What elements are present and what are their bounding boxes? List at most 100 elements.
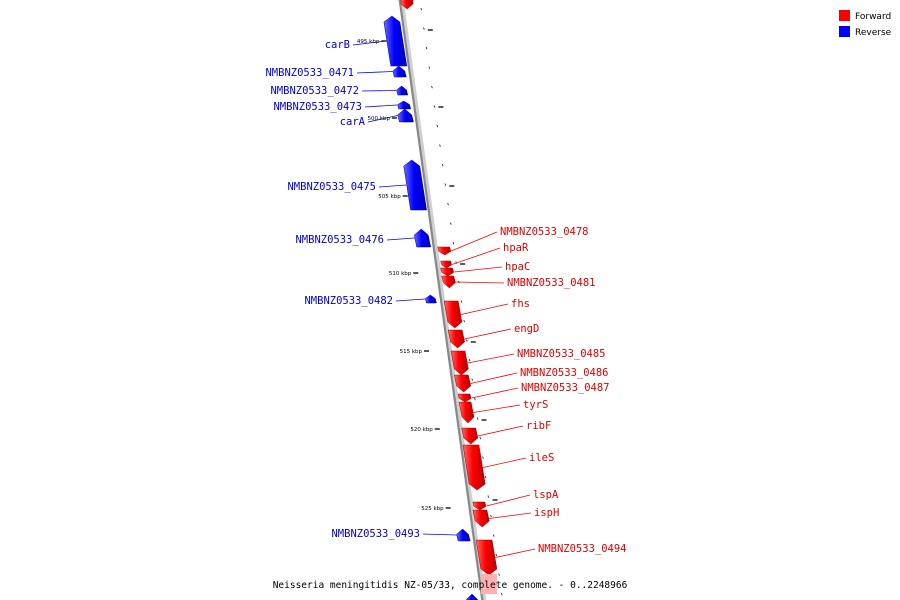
minor-tick [476,417,479,420]
leader-line [486,494,531,507]
selected-gene-highlight [481,574,497,594]
minor-tick [428,66,431,69]
gene-label[interactable]: NMBNZ0533_0487 [521,382,610,394]
gene-label[interactable]: tyrS [523,399,548,411]
gene-arrow-nmbnz0533_0471[interactable] [392,65,407,78]
minor-tick [460,300,463,303]
tick-label: 515 kbp [400,349,423,355]
minor-tick [439,144,441,147]
leader-line [470,372,518,384]
minor-tick [436,124,439,128]
minor-tick [452,241,455,245]
tick-label: 520 kbp [410,427,433,433]
gene-label[interactable]: NMBNZ0533_0494 [538,543,627,555]
tick-label: 500 kbp [368,116,391,122]
leader-line [460,303,509,315]
gene-label[interactable]: NMBNZ0533_0473 [273,101,362,113]
minor-tick [500,592,503,596]
leader-line [489,512,532,519]
gene-arrow-nmbnz0533_0478[interactable] [437,246,452,256]
leader-line [454,266,503,273]
minor-tick [474,397,476,401]
map-caption: Neisseria meningitidis NZ-05/33, complet… [273,580,628,591]
gene-arrow-hpac[interactable] [440,267,454,277]
gene-arrow-lspa[interactable] [472,501,487,511]
leader-line [473,404,521,413]
leader-line [467,353,515,364]
leader-line [477,425,524,437]
gene-arrow-partial-bottom[interactable] [465,593,479,600]
legend-reverse-label: Reverse [855,28,892,38]
gene-label[interactable]: NMBNZ0533_0472 [270,85,359,97]
gene-arrow-isph[interactable] [472,509,490,528]
gene-label[interactable]: NMBNZ0533_0485 [517,348,606,360]
gene-label[interactable]: hpaC [505,261,530,273]
legend-forward-label: Forward [855,12,891,22]
gene-label[interactable]: NMBNZ0533_0478 [500,226,589,238]
gene-label[interactable]: hpaR [503,242,529,254]
gene-arrow-tyrs[interactable] [458,401,475,424]
gene-label[interactable]: NMBNZ0533_0476 [295,234,384,246]
leader-line [356,71,393,74]
gene-arrow-nmbnz0533_0475[interactable] [403,159,427,211]
gene-label[interactable]: carA [340,116,366,128]
gene-arrow-nmbnz0533_0481[interactable] [441,275,456,289]
minor-tick [423,27,425,30]
scale-ticks: 495 kbp 500 kbp 505 kbp 510 kbp 515 kbp 520 k… [357,29,498,512]
minor-ticks [420,7,503,596]
gene-label[interactable]: NMBNZ0533_0471 [265,67,354,79]
legend: Forward Reverse [839,10,892,38]
legend-forward-swatch [839,10,850,21]
gene-label[interactable]: carB [325,39,350,51]
leader-line [451,231,498,252]
minor-tick [449,222,452,225]
leader-line [352,40,387,46]
gene-arrow-nmbnz0533_0493[interactable] [456,528,471,542]
gene-label[interactable]: fhs [511,298,530,310]
gene-arrow-fhs[interactable] [443,300,463,329]
minor-tick [447,202,449,206]
gene-arrow-iles[interactable] [462,444,486,491]
leader-lines [352,40,536,558]
gene-arrow-nmbnz0533_0494[interactable] [475,539,498,576]
tick-label: 495 kbp [357,39,380,45]
minor-tick [463,319,465,323]
gene-arrow-nmbnz0533_0476[interactable] [413,228,432,248]
minor-tick [490,514,492,518]
leader-line [386,237,415,241]
gene-arrow-nmbnz0533_0473[interactable] [397,100,412,110]
gene-arrow-nmbnz0533_0485[interactable] [450,350,469,376]
minor-tick [484,475,487,479]
gene-arrow-ribf[interactable] [461,427,479,445]
minor-tick [482,456,484,459]
genome-backbone [398,0,487,600]
leader-line [464,328,512,340]
gene-arrow-partial-top[interactable] [400,0,414,10]
minor-tick [441,163,444,167]
gene-arrow-cara[interactable] [397,108,414,123]
gene-arrow-nmbnz0533_0487[interactable] [457,393,472,403]
tick-label: 505 kbp [378,194,401,200]
gene-label[interactable]: NMBNZ0533_0481 [507,277,596,289]
leader-line [395,298,425,302]
gene-arrow-nmbnz0533_0482[interactable] [425,294,437,304]
gene-label[interactable]: NMBNZ0533_0486 [520,367,609,379]
gene-label[interactable]: ispH [534,507,559,519]
tick-label: 525 kbp [421,506,444,512]
gene-label[interactable]: lspA [533,489,559,501]
gene-label[interactable]: ileS [529,452,554,464]
gene-label[interactable]: ribF [526,420,551,432]
gene-arrow-hpar[interactable] [440,260,452,269]
gene-label[interactable]: engD [514,323,539,335]
minor-tick [498,573,500,576]
gene-arrow-nmbnz0533_0472[interactable] [396,85,409,96]
minor-tick [444,183,447,186]
gene-label[interactable]: NMBNZ0533_0482 [304,295,393,307]
minor-tick [471,378,474,381]
gene-arrow-nmbnz0533_0486[interactable] [454,374,471,393]
gene-label[interactable]: NMBNZ0533_0493 [331,528,420,540]
minor-tick [433,105,436,108]
gene-label[interactable]: NMBNZ0533_0475 [287,181,376,193]
gene-arrow-engd[interactable] [447,329,465,349]
